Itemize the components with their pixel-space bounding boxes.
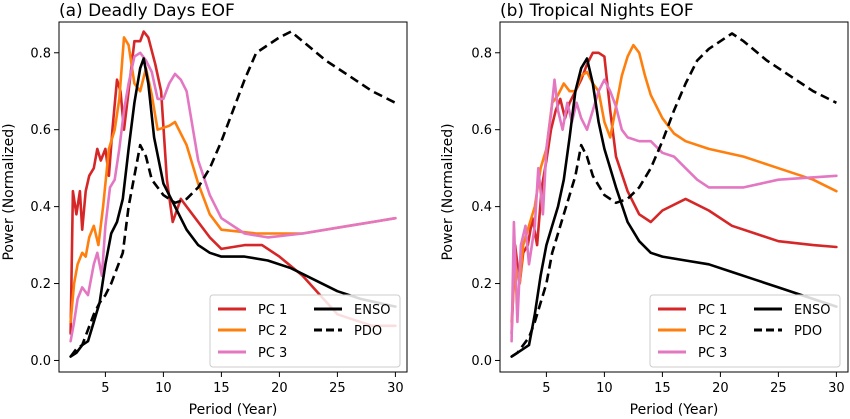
y-tick-label: 0.4: [30, 200, 51, 215]
x-tick-label: 10: [155, 381, 172, 396]
legend-label-pdo: PDO: [794, 324, 822, 339]
y-tick-label: 0.8: [471, 46, 492, 61]
legend-frame: [649, 294, 841, 368]
x-tick-label: 20: [712, 381, 729, 396]
legend-label-pc1: PC 1: [698, 303, 727, 318]
plot-area: 5 10 15 20 25 30 0.0 0.2 0.4 0.6 0.8: [30, 21, 408, 396]
y-tick-label: 0.6: [30, 123, 51, 138]
y-axis-label: Power (Normalized): [1, 123, 17, 260]
x-tick-label: 30: [828, 381, 845, 396]
x-axis-label: Period (Year): [630, 402, 719, 418]
legend-label-pdo: PDO: [354, 324, 382, 339]
panel-deadly-days: (a) Deadly Days EOF Power (Normalized) P…: [1, 1, 408, 418]
x-tick-label: 20: [271, 381, 288, 396]
y-tick-label: 0.6: [471, 123, 492, 138]
x-tick-label: 5: [542, 381, 550, 396]
x-tick-label: 5: [101, 381, 109, 396]
legend-frame: [209, 294, 401, 368]
x-tick-label: 25: [329, 381, 346, 396]
y-tick-label: 0.0: [30, 354, 51, 369]
legend-label-enso: ENSO: [794, 303, 830, 318]
legend-label-pc3: PC 3: [258, 346, 287, 361]
y-tick-label: 0.8: [30, 46, 51, 61]
series-line-pc-1: [69, 30, 397, 335]
panel-title: (a) Deadly Days EOF: [59, 1, 235, 21]
y-tick-label: 0.2: [30, 277, 51, 292]
x-tick-label: 15: [654, 381, 671, 396]
plot-frame: [499, 21, 849, 373]
y-tick-label: 0.2: [471, 277, 492, 292]
series-line-pdo: [510, 32, 837, 358]
series-line-pc-2: [69, 36, 397, 324]
legend-label-pc2: PC 2: [698, 324, 727, 339]
series-line-enso: [510, 57, 838, 358]
series-line-pc-3: [510, 78, 838, 343]
x-tick-label: 15: [213, 381, 230, 396]
y-tick-label: 0.0: [471, 354, 492, 369]
series-line-pc-2: [510, 43, 838, 324]
legend: PC 1 PC 2 PC 3 ENSO PDO: [209, 294, 401, 368]
legend-label-pc3: PC 3: [698, 346, 727, 361]
series-line-pdo: [69, 30, 396, 358]
x-tick-label: 10: [596, 381, 613, 396]
x-tick-label: 25: [770, 381, 787, 396]
legend-label-pc1: PC 1: [258, 303, 287, 318]
series-line-pc-3: [69, 51, 397, 343]
series-line-enso: [69, 57, 397, 358]
legend-label-pc2: PC 2: [258, 324, 287, 339]
y-axis-label: Power (Normalized): [440, 123, 456, 260]
legend: PC 1 PC 2 PC 3 ENSO PDO: [649, 294, 841, 368]
panel-tropical-nights: (b) Tropical Nights EOF Power (Normalize…: [440, 1, 849, 418]
y-tick-label: 0.4: [471, 200, 492, 215]
panel-title: (b) Tropical Nights EOF: [500, 1, 694, 21]
plot-frame: [58, 21, 408, 373]
legend-label-enso: ENSO: [354, 303, 390, 318]
x-axis-label: Period (Year): [189, 402, 278, 418]
x-tick-label: 30: [387, 381, 404, 396]
plot-area: 5 10 15 20 25 30 0.0 0.2 0.4 0.6 0.8: [471, 21, 849, 396]
